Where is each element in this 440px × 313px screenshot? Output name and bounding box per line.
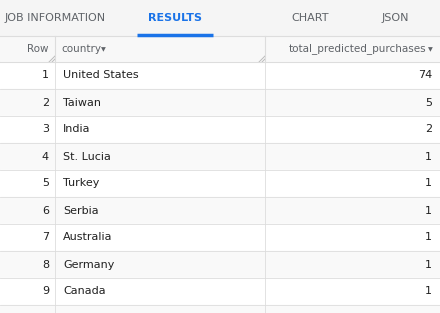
Text: United States: United States — [63, 70, 139, 80]
Bar — [0, 62, 440, 89]
Text: ▼: ▼ — [428, 47, 433, 52]
Text: 8: 8 — [42, 259, 49, 269]
Bar — [0, 197, 440, 224]
Text: 7: 7 — [42, 233, 49, 243]
Text: Germany: Germany — [63, 259, 114, 269]
Text: CHART: CHART — [291, 13, 329, 23]
Text: total_predicted_purchases: total_predicted_purchases — [288, 44, 426, 54]
Bar — [0, 305, 440, 313]
Text: 1: 1 — [425, 259, 432, 269]
Text: 2: 2 — [425, 125, 432, 135]
Text: 74: 74 — [418, 70, 432, 80]
Text: 1: 1 — [425, 233, 432, 243]
Bar — [0, 170, 440, 197]
Text: 2: 2 — [42, 98, 49, 107]
Text: 6: 6 — [42, 206, 49, 215]
Text: Taiwan: Taiwan — [63, 98, 101, 107]
Bar — [0, 143, 440, 170]
Bar — [0, 36, 440, 62]
Text: 5: 5 — [42, 178, 49, 188]
Text: 1: 1 — [425, 151, 432, 162]
Text: RESULTS: RESULTS — [148, 13, 202, 23]
Text: Serbia: Serbia — [63, 206, 99, 215]
Bar — [0, 278, 440, 305]
Text: 4: 4 — [42, 151, 49, 162]
Text: St. Lucia: St. Lucia — [63, 151, 111, 162]
Bar — [0, 116, 440, 143]
Text: Canada: Canada — [63, 286, 106, 296]
Text: India: India — [63, 125, 91, 135]
Bar — [0, 89, 440, 116]
Bar — [0, 251, 440, 278]
Text: 1: 1 — [425, 206, 432, 215]
Text: 1: 1 — [425, 286, 432, 296]
Text: JOB INFORMATION: JOB INFORMATION — [4, 13, 106, 23]
Text: country: country — [61, 44, 101, 54]
Text: 3: 3 — [42, 125, 49, 135]
Text: 9: 9 — [42, 286, 49, 296]
Text: Australia: Australia — [63, 233, 113, 243]
Text: 1: 1 — [42, 70, 49, 80]
Bar — [0, 0, 440, 36]
Bar — [0, 224, 440, 251]
Text: Row: Row — [27, 44, 49, 54]
Text: Turkey: Turkey — [63, 178, 99, 188]
Text: 1: 1 — [425, 178, 432, 188]
Text: JSON: JSON — [381, 13, 409, 23]
Text: ▼: ▼ — [101, 47, 106, 52]
Text: 5: 5 — [425, 98, 432, 107]
